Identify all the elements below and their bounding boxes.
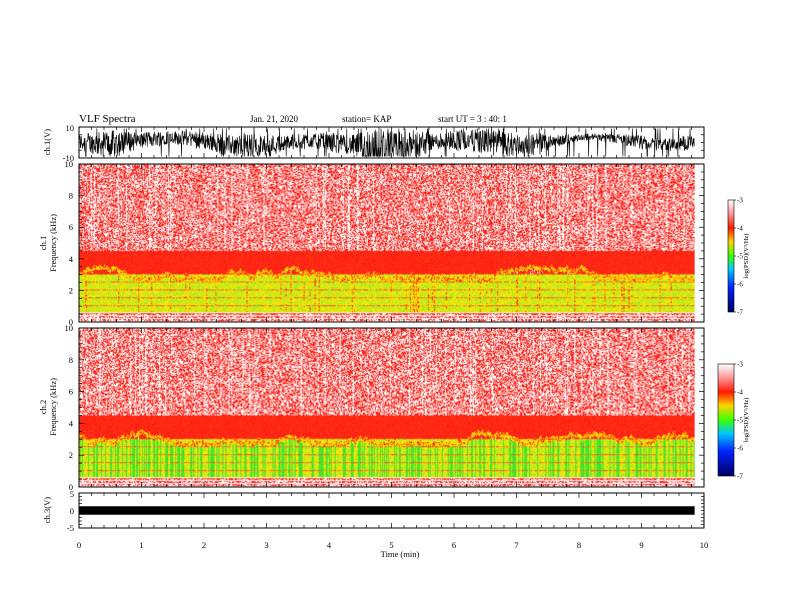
y-tick-label: 2 (69, 450, 73, 460)
x-tick-label: 6 (452, 540, 456, 550)
x-tick-label: 3 (264, 540, 268, 550)
ch1-colorbar-ticks: -3 -4 -5 -6 -7 (734, 197, 743, 317)
ch1-waveform-trace (78, 128, 695, 158)
ch2-colorbar-gradient (717, 363, 735, 477)
colorbar-tick-label: -6 (737, 281, 743, 289)
colorbar-tick-label: -3 (737, 197, 743, 205)
ch2-colorbar: -3 -4 -5 -6 -7 log(PSD)(V²/Hz) (717, 361, 750, 481)
header-date: Jan. 21, 2020 (250, 114, 298, 124)
colorbar-tick-label: -4 (737, 225, 743, 233)
ch1-spectrogram-image (79, 164, 695, 322)
ch1-colorbar-gradient (727, 199, 735, 313)
x-tick-label: 4 (327, 540, 332, 550)
ch1-waveform-line (78, 128, 695, 158)
x-tick-label: 10 (700, 540, 709, 550)
ch3-waveform-ticks (78, 492, 705, 529)
ch3-waveform-panel: 5 0 -5 ch.3(V) (42, 489, 705, 533)
ch2-colorbar-label: log(PSD)(V²/Hz) (743, 398, 750, 443)
y-tick-label: 6 (69, 387, 73, 397)
x-tick-label: 5 (389, 540, 393, 550)
y-tick-label: 0 (69, 317, 73, 327)
ch2-spectrogram-ticks: 0 2 4 6 8 10 (65, 323, 705, 492)
ch1-spectrogram-ylabel-line1: ch.1 (38, 236, 48, 250)
ch3-ytick-0: 0 (70, 506, 74, 516)
ch3-ytick-5: 5 (70, 489, 74, 499)
ch1-ytick-top: 10 (66, 123, 75, 133)
y-tick-label: 10 (65, 159, 74, 169)
colorbar-tick-label: -7 (737, 309, 743, 317)
colorbar-tick-label: -5 (737, 417, 743, 425)
y-tick-label: 4 (69, 418, 74, 428)
y-tick-label: 2 (69, 285, 73, 295)
figure-title: VLF Spectra (79, 113, 136, 125)
ch1-colorbar-label: log(PSD)(V²/Hz) (743, 234, 750, 279)
ch2-spectrogram-ylabel-line2: Frequency (kHz) (48, 378, 58, 436)
x-axis-tick-labels: 0 1 2 3 4 5 6 7 8 9 10 (77, 540, 708, 550)
x-tick-label: 9 (639, 540, 643, 550)
x-tick-label: 7 (514, 540, 518, 550)
colorbar-tick-label: -3 (737, 361, 743, 369)
header-start-ut: start UT = 3 : 40: 1 (438, 114, 507, 124)
x-tick-label: 2 (202, 540, 206, 550)
ch2-spectrogram-image (79, 328, 695, 487)
ch2-colorbar-ticks: -3 -4 -5 -6 -7 (734, 361, 743, 481)
ch3-waveform-trace (79, 506, 695, 515)
x-tick-label: 1 (139, 540, 143, 550)
x-tick-label: 0 (77, 540, 81, 550)
ch3-ytick-minus5: -5 (67, 523, 74, 533)
ch1-spectrogram-panel: 0 2 4 6 8 10 ch.1 Frequency (kHz) (38, 159, 705, 327)
ch1-waveform-panel: 10 -10 ch.1(V) (42, 123, 705, 163)
colorbar-tick-label: -4 (737, 389, 743, 397)
ch3-waveform-ylabel: ch.3(V) (42, 497, 52, 523)
header-station: station= KAP (342, 114, 391, 124)
ch1-spectrogram-ticks: 0 2 4 6 8 10 (65, 159, 705, 327)
ch1-spectrogram-ylabel-line2: Frequency (kHz) (48, 214, 58, 272)
y-tick-label: 8 (69, 355, 73, 365)
colorbar-tick-label: -5 (737, 253, 743, 261)
y-tick-label: 10 (65, 323, 74, 333)
x-tick-label: 8 (577, 540, 581, 550)
ch2-spectrogram-ylabel-line1: ch.2 (38, 400, 48, 414)
y-tick-label: 0 (69, 482, 73, 492)
ch2-spectrogram-panel: 0 2 4 6 8 10 ch.2 Frequency (kHz) (38, 323, 705, 492)
x-axis-label: Time (min) (381, 549, 420, 559)
ch1-waveform-ylabel: ch.1(V) (42, 129, 52, 155)
ch1-colorbar: -3 -4 -5 -6 -7 log(PSD)(V²/Hz) (727, 197, 750, 317)
colorbar-tick-label: -6 (737, 445, 743, 453)
ch1-waveform-ticks (78, 126, 705, 159)
colorbar-tick-label: -7 (737, 473, 743, 481)
ch1-ytick-bottom: -10 (63, 153, 74, 163)
y-tick-label: 6 (69, 222, 73, 232)
y-tick-label: 4 (69, 254, 74, 264)
y-tick-label: 8 (69, 191, 73, 201)
